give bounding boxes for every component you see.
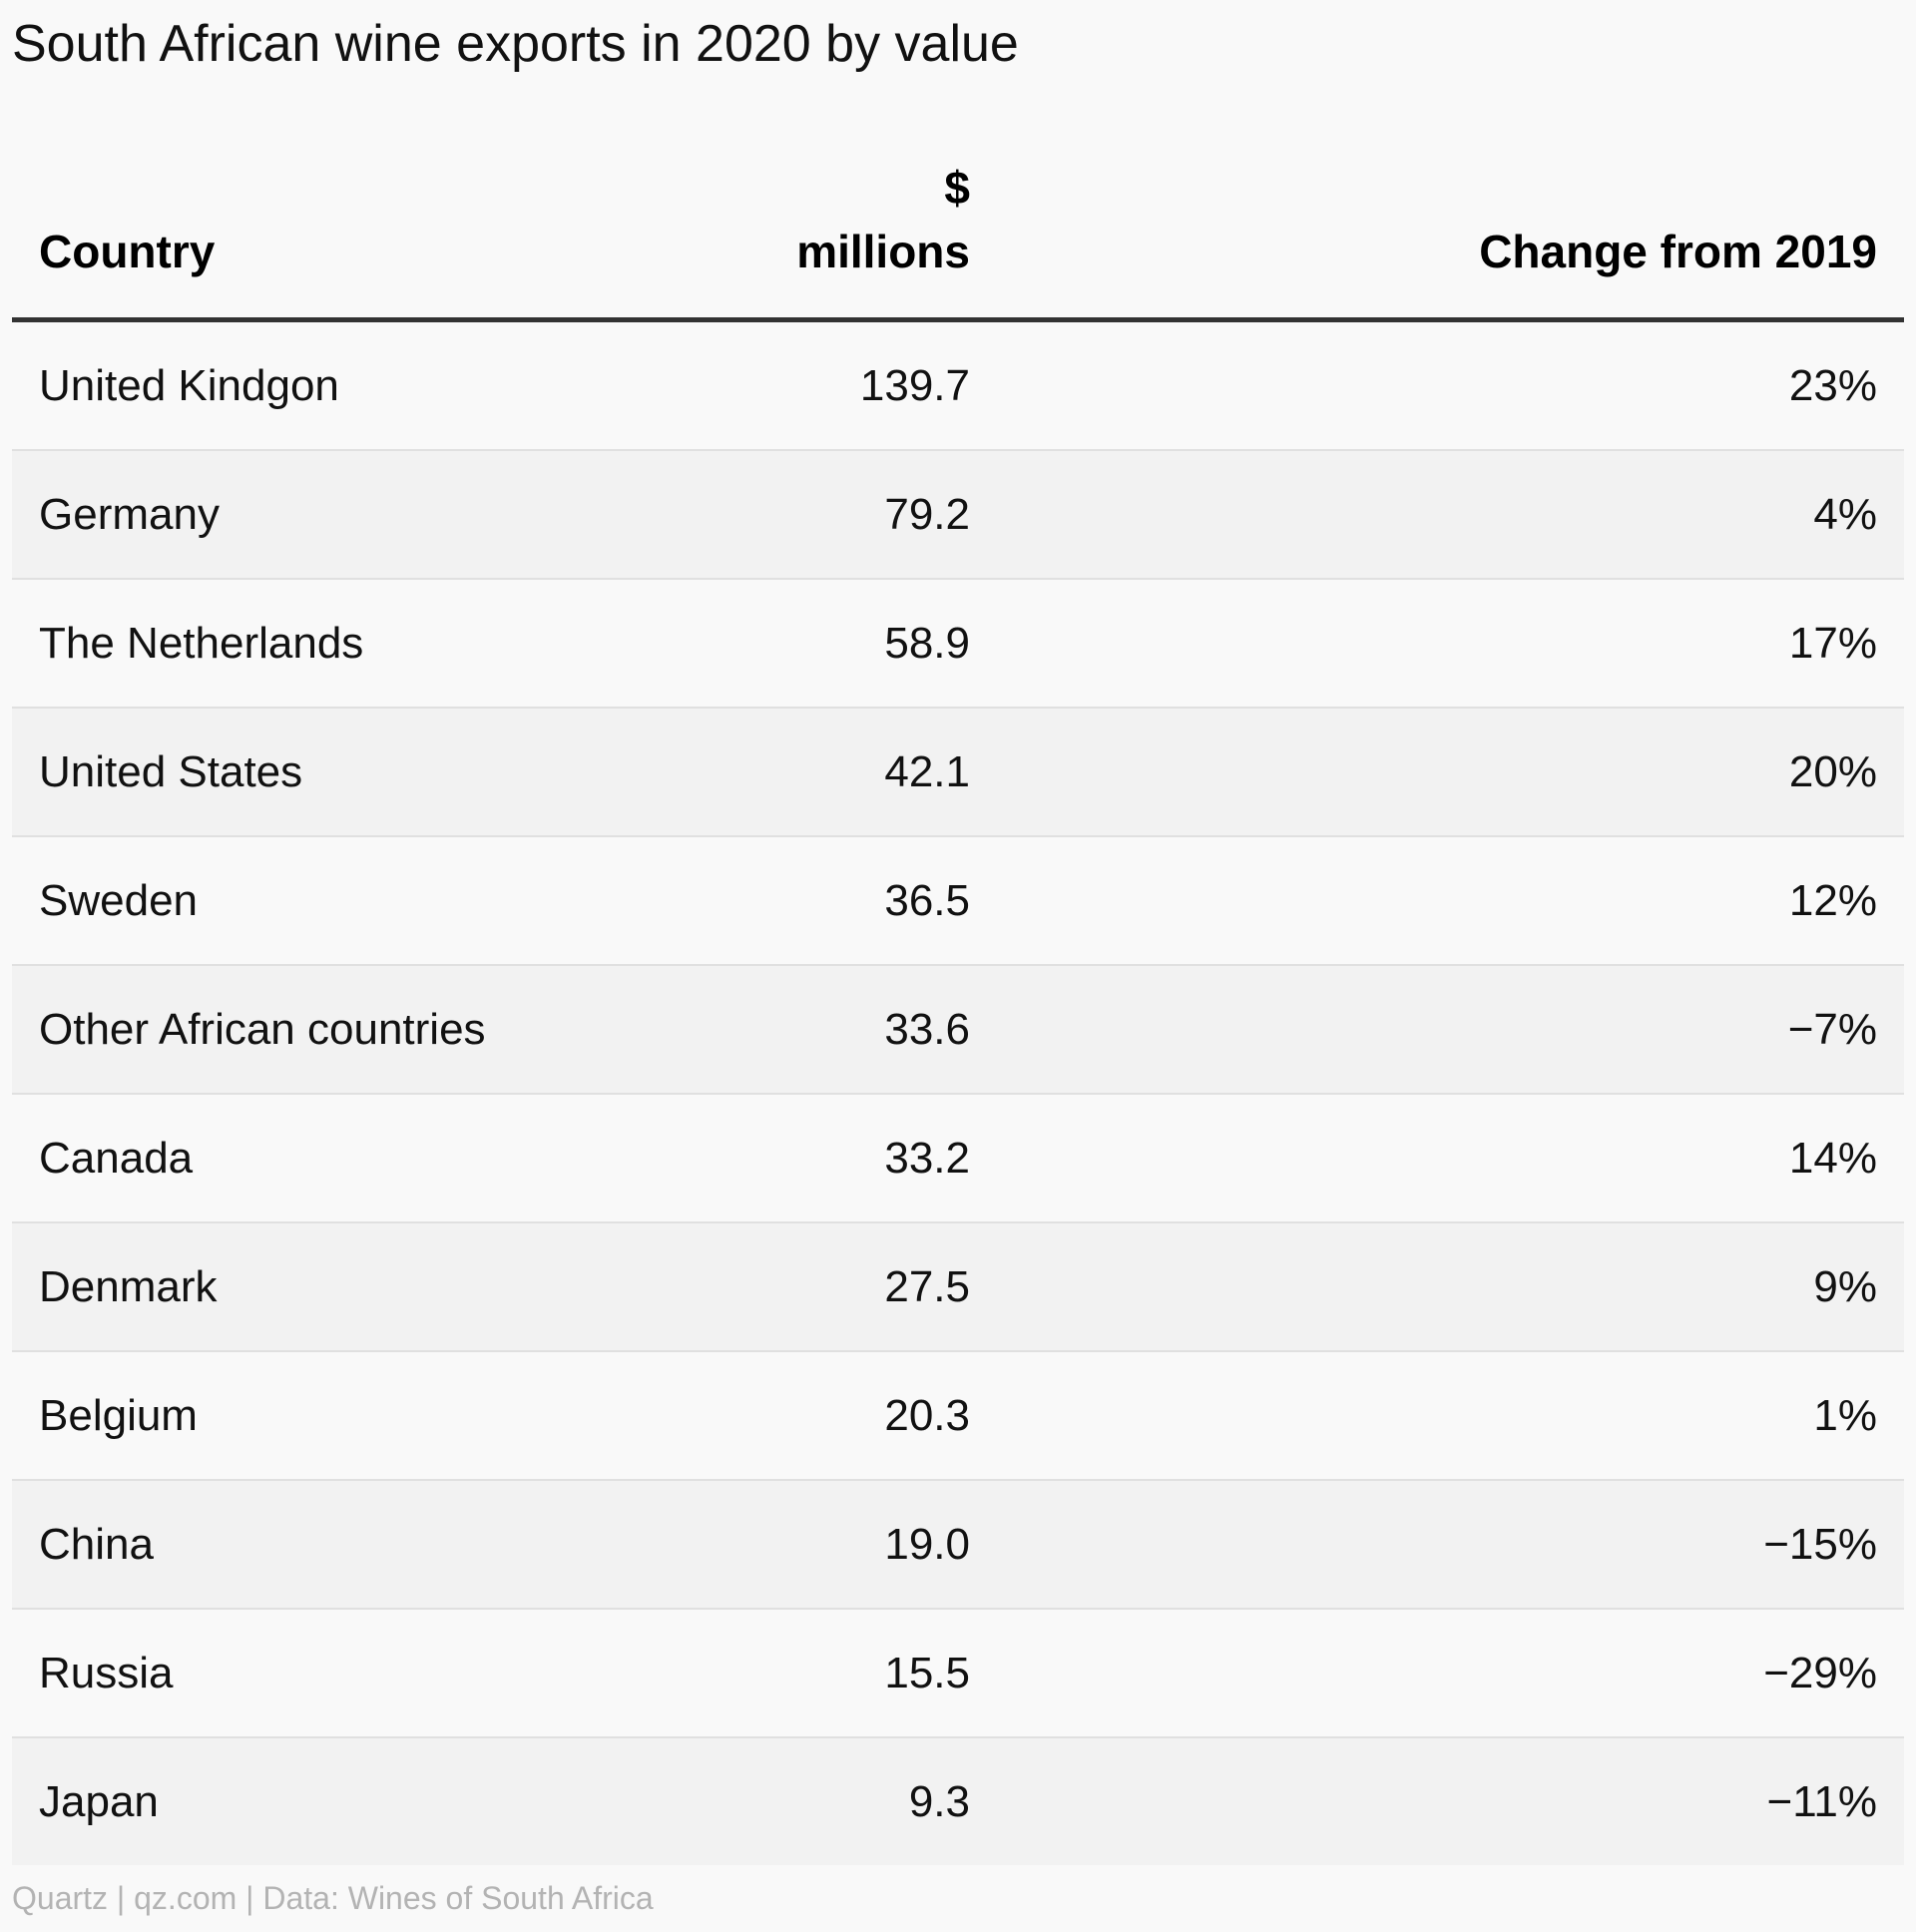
country-cell: Canada [39, 1134, 194, 1183]
change-cell: 14% [1788, 1134, 1877, 1183]
country-cell: China [39, 1520, 154, 1569]
table-row: The Netherlands 58.9 17% [12, 580, 1904, 709]
value-cell: 20.3 [884, 1391, 970, 1440]
table-header: Country $ millions Change from 2019 [12, 150, 1904, 322]
table-row: China 19.0 −15% [12, 1481, 1904, 1610]
header-value: $ millions [796, 156, 970, 283]
value-cell: 15.5 [884, 1649, 970, 1697]
chart-title: South African wine exports in 2020 by va… [12, 15, 1019, 73]
change-cell: −15% [1763, 1520, 1877, 1569]
table-row: Denmark 27.5 9% [12, 1223, 1904, 1352]
table-row: Belgium 20.3 1% [12, 1352, 1904, 1481]
change-cell: −7% [1787, 1005, 1877, 1054]
change-cell: 4% [1813, 490, 1877, 539]
change-cell: 17% [1788, 619, 1877, 668]
country-cell: United States [39, 747, 303, 796]
change-cell: 20% [1788, 747, 1877, 796]
table-row: Japan 9.3 −11% [12, 1738, 1904, 1865]
value-cell: 19.0 [884, 1520, 970, 1569]
table-row: Canada 33.2 14% [12, 1095, 1904, 1223]
header-change: Change from 2019 [1479, 226, 1877, 277]
country-cell: Russia [39, 1649, 174, 1697]
header-country: Country [39, 226, 216, 277]
country-cell: The Netherlands [39, 619, 364, 668]
value-cell: 36.5 [884, 876, 970, 925]
value-cell: 33.2 [884, 1134, 970, 1183]
table-row: United States 42.1 20% [12, 709, 1904, 837]
change-cell: −29% [1763, 1649, 1877, 1697]
exports-table: Country $ millions Change from 2019 Unit… [12, 150, 1904, 1865]
value-cell: 139.7 [859, 361, 970, 410]
source-footer: Quartz | qz.com | Data: Wines of South A… [12, 1880, 654, 1916]
country-cell: United Kindgon [39, 361, 339, 410]
country-cell: Denmark [39, 1262, 218, 1311]
change-cell: 1% [1813, 1391, 1877, 1440]
header-value-line1: $ [944, 162, 970, 214]
value-cell: 79.2 [884, 490, 970, 539]
country-cell: Japan [39, 1777, 159, 1826]
country-cell: Sweden [39, 876, 199, 925]
table-row: Germany 79.2 4% [12, 451, 1904, 580]
table-row: Other African countries 33.6 −7% [12, 966, 1904, 1095]
change-cell: −11% [1766, 1777, 1878, 1826]
change-cell: 9% [1813, 1262, 1877, 1311]
country-cell: Other African countries [39, 1005, 486, 1054]
table-body: United Kindgon 139.7 23% Germany 79.2 4% The N… [12, 322, 1904, 1865]
value-cell: 33.6 [884, 1005, 970, 1054]
value-cell: 9.3 [908, 1777, 970, 1826]
table-row: United Kindgon 139.7 23% [12, 322, 1904, 451]
change-cell: 23% [1788, 361, 1877, 410]
header-value-line2: millions [796, 226, 970, 277]
change-cell: 12% [1788, 876, 1877, 925]
value-cell: 58.9 [884, 619, 970, 668]
country-cell: Belgium [39, 1391, 198, 1440]
country-cell: Germany [39, 490, 220, 539]
value-cell: 42.1 [884, 747, 970, 796]
table-row: Russia 15.5 −29% [12, 1610, 1904, 1738]
table-row: Sweden 36.5 12% [12, 837, 1904, 966]
value-cell: 27.5 [884, 1262, 970, 1311]
